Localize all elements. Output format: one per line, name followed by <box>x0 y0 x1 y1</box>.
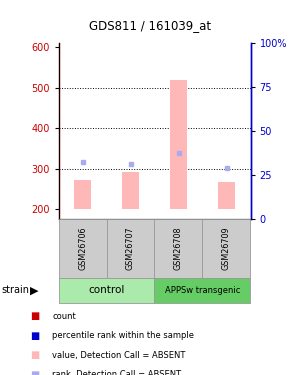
Text: GSM26706: GSM26706 <box>78 226 87 270</box>
Text: GSM26708: GSM26708 <box>174 226 183 270</box>
Bar <box>218 182 235 209</box>
Text: GSM26707: GSM26707 <box>126 226 135 270</box>
Text: strain: strain <box>2 285 29 295</box>
Text: GSM26709: GSM26709 <box>222 226 231 270</box>
Text: value, Detection Call = ABSENT: value, Detection Call = ABSENT <box>52 351 186 360</box>
Text: count: count <box>52 312 76 321</box>
Text: ▶: ▶ <box>30 285 39 295</box>
Text: ■: ■ <box>30 331 39 340</box>
Text: percentile rank within the sample: percentile rank within the sample <box>52 331 194 340</box>
Text: control: control <box>88 285 125 295</box>
Text: APPSw transgenic: APPSw transgenic <box>165 286 240 295</box>
Bar <box>74 180 91 209</box>
Text: rank, Detection Call = ABSENT: rank, Detection Call = ABSENT <box>52 370 182 375</box>
Bar <box>122 172 139 209</box>
Text: ■: ■ <box>30 370 39 375</box>
Text: ■: ■ <box>30 311 39 321</box>
Text: GDS811 / 161039_at: GDS811 / 161039_at <box>89 19 211 32</box>
Text: ■: ■ <box>30 350 39 360</box>
Bar <box>170 80 187 209</box>
